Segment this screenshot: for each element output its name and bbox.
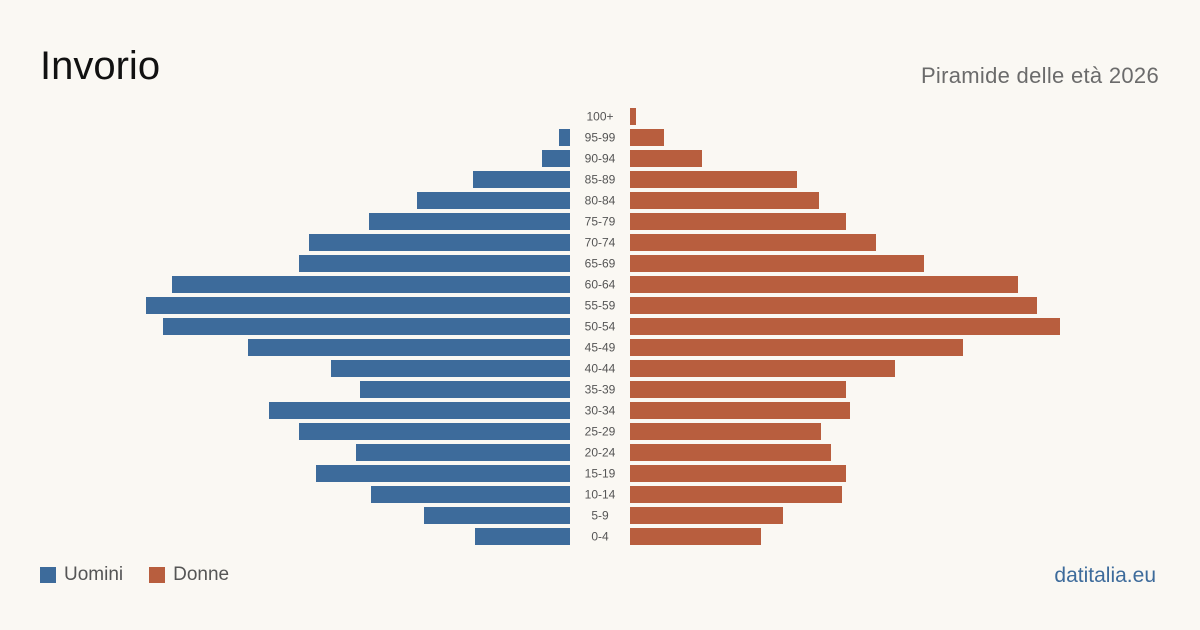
bar-uomini-50-54 [163,318,570,335]
bar-uomini-45-49 [248,339,570,356]
age-tick-label: 35-39 [585,383,616,397]
chart-subtitle: Piramide delle età 2026 [920,63,1159,88]
age-tick-label: 75-79 [585,215,616,229]
age-tick-label: 70-74 [585,236,616,250]
age-tick-label: 50-54 [585,320,616,334]
bar-uomini-25-29 [299,423,570,440]
age-tick-label: 90-94 [585,152,616,166]
bar-uomini-85-89 [473,171,570,188]
bar-donne-50-54 [630,318,1060,335]
age-tick-label: 0-4 [591,530,609,544]
bar-donne-45-49 [630,339,963,356]
age-tick-label: 20-24 [585,446,616,460]
age-tick-label: 40-44 [585,362,616,376]
legend-item-donne: Donne [149,564,229,586]
bar-donne-80-84 [630,192,819,209]
bar-uomini-70-74 [309,234,570,251]
legend-item-uomini: Uomini [40,564,123,586]
bar-donne-35-39 [630,381,846,398]
bar-donne-90-94 [630,150,702,167]
bar-uomini-35-39 [360,381,570,398]
age-tick-label: 60-64 [585,278,616,292]
bar-uomini-0-4 [475,528,570,545]
bar-donne-100plus [630,108,636,125]
bar-donne-40-44 [630,360,895,377]
age-tick-label: 45-49 [585,341,616,355]
bar-uomini-10-14 [371,486,570,503]
age-tick-label: 5-9 [591,509,609,523]
bar-donne-55-59 [630,297,1037,314]
age-tick-label: 30-34 [585,404,616,418]
age-tick-label: 25-29 [585,425,616,439]
bar-donne-25-29 [630,423,821,440]
bar-donne-5-9 [630,507,783,524]
bar-uomini-65-69 [299,255,570,272]
age-tick-label: 10-14 [585,488,616,502]
bar-donne-30-34 [630,402,850,419]
bar-uomini-40-44 [331,360,570,377]
legend-swatch-donne [149,567,166,583]
age-tick-label: 65-69 [585,257,616,271]
bar-uomini-30-34 [269,402,570,419]
bar-uomini-20-24 [356,444,570,461]
bar-donne-65-69 [630,255,924,272]
page-title: Invorio [40,44,161,88]
bar-uomini-95-99 [559,129,570,146]
age-tick-label: 15-19 [585,467,616,481]
bar-uomini-75-79 [369,213,570,230]
bar-donne-70-74 [630,234,876,251]
bar-uomini-15-19 [316,465,570,482]
bar-donne-15-19 [630,465,846,482]
age-tick-label: 100+ [586,110,613,124]
bar-uomini-90-94 [542,150,570,167]
bar-uomini-80-84 [417,192,570,209]
bar-donne-75-79 [630,213,846,230]
age-tick-label: 95-99 [585,131,616,145]
bar-uomini-5-9 [424,507,570,524]
brand-link[interactable]: datitalia.eu [1054,564,1156,587]
age-tick-label: 80-84 [585,194,616,208]
bar-donne-0-4 [630,528,761,545]
bar-donne-20-24 [630,444,831,461]
bar-uomini-60-64 [172,276,570,293]
age-tick-label: 55-59 [585,299,616,313]
bar-donne-95-99 [630,129,664,146]
bar-donne-60-64 [630,276,1018,293]
legend-label-donne: Donne [173,564,230,585]
bar-donne-10-14 [630,486,842,503]
bar-donne-85-89 [630,171,797,188]
chart-legend: Uomini Donne [40,564,255,586]
bar-uomini-55-59 [146,297,570,314]
age-tick-label: 85-89 [585,173,616,187]
legend-label-uomini: Uomini [64,564,124,585]
legend-swatch-uomini [40,567,56,583]
